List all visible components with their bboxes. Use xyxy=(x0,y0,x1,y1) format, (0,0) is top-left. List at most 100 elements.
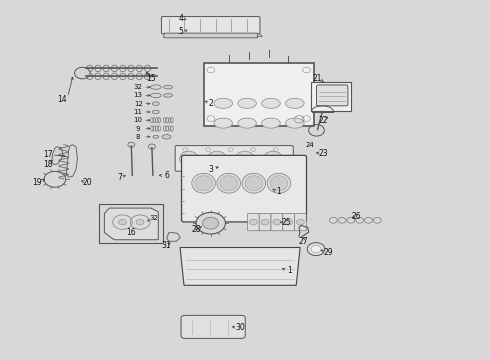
Ellipse shape xyxy=(120,73,126,80)
Ellipse shape xyxy=(152,102,159,105)
Bar xyxy=(99,204,163,243)
FancyBboxPatch shape xyxy=(164,33,258,38)
Ellipse shape xyxy=(95,73,101,80)
Ellipse shape xyxy=(217,174,241,193)
Ellipse shape xyxy=(145,73,151,80)
Ellipse shape xyxy=(195,176,213,191)
Text: 10: 10 xyxy=(134,117,143,123)
FancyBboxPatch shape xyxy=(161,17,260,34)
Ellipse shape xyxy=(238,98,256,108)
Ellipse shape xyxy=(164,94,172,97)
Ellipse shape xyxy=(180,151,198,166)
Text: 30: 30 xyxy=(235,323,245,332)
Ellipse shape xyxy=(152,110,159,114)
Text: 8: 8 xyxy=(136,134,141,140)
Text: 28: 28 xyxy=(191,225,201,234)
Ellipse shape xyxy=(236,151,254,166)
Text: 31: 31 xyxy=(162,241,172,250)
Text: 22: 22 xyxy=(318,116,328,125)
Ellipse shape xyxy=(150,93,161,98)
Circle shape xyxy=(249,219,257,225)
Text: 19: 19 xyxy=(32,178,42,187)
Text: 18: 18 xyxy=(43,160,53,169)
Polygon shape xyxy=(104,208,158,240)
Ellipse shape xyxy=(264,151,282,166)
Text: 5: 5 xyxy=(178,27,183,36)
Ellipse shape xyxy=(145,65,151,72)
Text: 32: 32 xyxy=(134,84,143,90)
Text: 2: 2 xyxy=(208,99,213,108)
Text: 21: 21 xyxy=(313,74,322,83)
Text: 12: 12 xyxy=(134,101,143,107)
Polygon shape xyxy=(66,145,77,177)
Polygon shape xyxy=(167,232,180,241)
FancyBboxPatch shape xyxy=(181,156,307,222)
Circle shape xyxy=(296,219,304,225)
Circle shape xyxy=(196,212,225,234)
Ellipse shape xyxy=(111,73,118,80)
Ellipse shape xyxy=(111,65,118,72)
Ellipse shape xyxy=(136,65,143,72)
FancyBboxPatch shape xyxy=(317,85,348,106)
Ellipse shape xyxy=(128,65,134,72)
Text: 1: 1 xyxy=(276,187,281,196)
Text: 4: 4 xyxy=(179,14,184,23)
Ellipse shape xyxy=(214,98,233,108)
Text: 9: 9 xyxy=(136,126,141,131)
Circle shape xyxy=(148,144,155,149)
FancyBboxPatch shape xyxy=(283,213,294,231)
Ellipse shape xyxy=(150,85,161,89)
Ellipse shape xyxy=(162,135,171,139)
Ellipse shape xyxy=(286,118,304,128)
Text: 24: 24 xyxy=(305,142,314,148)
Ellipse shape xyxy=(128,73,134,80)
Circle shape xyxy=(261,219,269,225)
Ellipse shape xyxy=(86,73,93,80)
Circle shape xyxy=(273,219,281,225)
Ellipse shape xyxy=(208,151,226,166)
Text: 20: 20 xyxy=(82,178,92,187)
Bar xyxy=(204,63,314,126)
Ellipse shape xyxy=(103,65,109,72)
Ellipse shape xyxy=(286,98,304,108)
Ellipse shape xyxy=(262,98,280,108)
Text: 6: 6 xyxy=(164,171,169,180)
Ellipse shape xyxy=(245,176,263,191)
Text: 15: 15 xyxy=(146,74,156,83)
Text: 7: 7 xyxy=(118,173,122,181)
Text: 16: 16 xyxy=(126,228,136,237)
Ellipse shape xyxy=(103,73,109,80)
Ellipse shape xyxy=(270,176,288,191)
Text: 29: 29 xyxy=(323,248,333,257)
Circle shape xyxy=(311,246,321,253)
Text: 17: 17 xyxy=(43,150,53,159)
Ellipse shape xyxy=(120,65,126,72)
Ellipse shape xyxy=(262,118,280,128)
Ellipse shape xyxy=(214,118,233,128)
FancyBboxPatch shape xyxy=(175,145,293,171)
Text: 1: 1 xyxy=(287,266,292,275)
Text: 3: 3 xyxy=(208,165,213,174)
Circle shape xyxy=(74,67,90,79)
Circle shape xyxy=(128,142,135,147)
Circle shape xyxy=(307,243,325,256)
FancyBboxPatch shape xyxy=(271,213,283,231)
Ellipse shape xyxy=(238,118,256,128)
Text: 14: 14 xyxy=(57,95,67,104)
FancyBboxPatch shape xyxy=(259,213,271,231)
Text: 25: 25 xyxy=(282,217,292,227)
FancyBboxPatch shape xyxy=(181,315,245,338)
Ellipse shape xyxy=(220,176,238,191)
Circle shape xyxy=(203,217,219,229)
Ellipse shape xyxy=(242,174,266,193)
Circle shape xyxy=(285,219,293,225)
Text: 13: 13 xyxy=(134,93,143,98)
Polygon shape xyxy=(51,147,63,165)
Polygon shape xyxy=(180,248,300,285)
Polygon shape xyxy=(163,33,263,36)
Text: 11: 11 xyxy=(134,109,143,115)
Circle shape xyxy=(119,219,126,225)
Circle shape xyxy=(44,171,66,187)
FancyBboxPatch shape xyxy=(294,213,306,231)
Text: 23: 23 xyxy=(318,149,328,158)
